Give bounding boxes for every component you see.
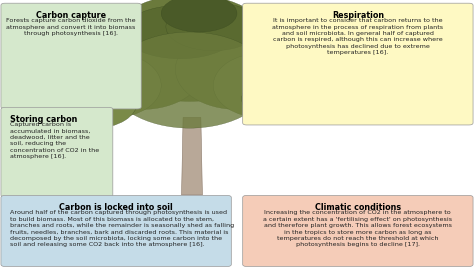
Ellipse shape [66,53,161,117]
Text: Storing carbon: Storing carbon [10,115,78,124]
Ellipse shape [81,29,204,109]
Ellipse shape [166,3,261,51]
Text: Forests capture carbon dioxide from the
atmosphere and convert it into biomass
t: Forests capture carbon dioxide from the … [6,18,136,36]
Polygon shape [182,117,202,195]
Ellipse shape [161,0,237,32]
Ellipse shape [175,29,299,109]
FancyBboxPatch shape [243,3,473,125]
FancyBboxPatch shape [1,107,113,197]
Text: Carbon is locked into soil: Carbon is locked into soil [59,203,173,212]
Ellipse shape [109,32,270,128]
FancyBboxPatch shape [243,195,473,266]
Text: Carbon capture: Carbon capture [36,11,106,20]
Ellipse shape [213,53,308,117]
Text: Climatic conditions: Climatic conditions [315,203,401,212]
Ellipse shape [104,0,275,101]
FancyBboxPatch shape [1,195,231,266]
FancyBboxPatch shape [1,3,141,109]
Text: Increasing the concentration of CO2 in the atmosphere to
a certain extent has a : Increasing the concentration of CO2 in t… [264,210,452,248]
Text: Around half of the carbon captured through photosynthesis is used
to build bioma: Around half of the carbon captured throu… [10,210,235,248]
Text: It is important to consider that carbon returns to the
atmosphere in the process: It is important to consider that carbon … [272,18,444,55]
Ellipse shape [123,5,237,59]
Ellipse shape [52,75,137,128]
Text: Respiration: Respiration [332,11,384,20]
Text: Captured carbon is
accumulated in biomass,
deadwood, litter and the
soil, reduci: Captured carbon is accumulated in biomas… [10,122,100,159]
Ellipse shape [242,75,318,123]
